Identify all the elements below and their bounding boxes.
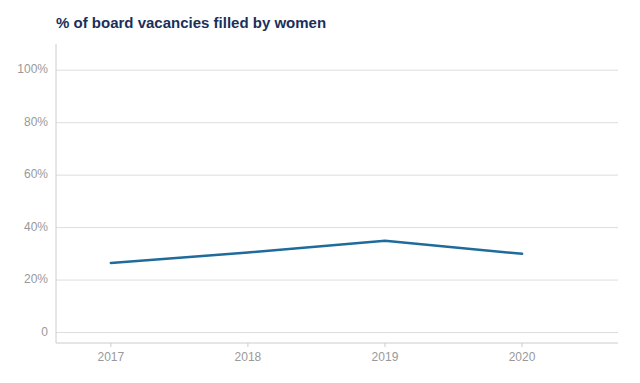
x-tick [522,343,523,347]
y-tick-label: 60% [24,167,48,181]
x-tick [110,343,111,347]
grid-line [56,332,618,333]
x-axis-line [56,343,618,344]
y-tick-label: 20% [24,272,48,286]
grid-line [56,70,618,71]
line [111,241,522,263]
grid-line [56,175,618,176]
grid-line [56,227,618,228]
y-tick-labels: 0 20% 40% 60% 80% 100% [17,62,48,338]
title: % of board vacancies filled by women [56,14,326,31]
x-tick-label: 2017 [97,350,124,364]
x-tick-label: 2020 [509,350,536,364]
y-tick-label: 0 [41,325,48,339]
plot-data [111,241,522,263]
y-tick-label: 40% [24,220,48,234]
x-tick [247,343,248,347]
y-grid [56,70,618,332]
chart-container: % of board vacancies filled by women 0 20%… [0,0,640,383]
x-tick-label: 2019 [372,350,399,364]
grid-line [56,280,618,281]
grid-line [56,122,618,123]
x-tick [384,343,385,347]
y-tick-label: 80% [24,115,48,129]
y-axis-line [56,44,57,343]
chart-svg: % of board vacancies filled by women 0 20%… [0,0,640,383]
y-tick-label: 100% [17,62,48,76]
x-tick-labels: 2017 2018 2019 2020 [97,343,535,364]
x-tick-label: 2018 [235,350,262,364]
